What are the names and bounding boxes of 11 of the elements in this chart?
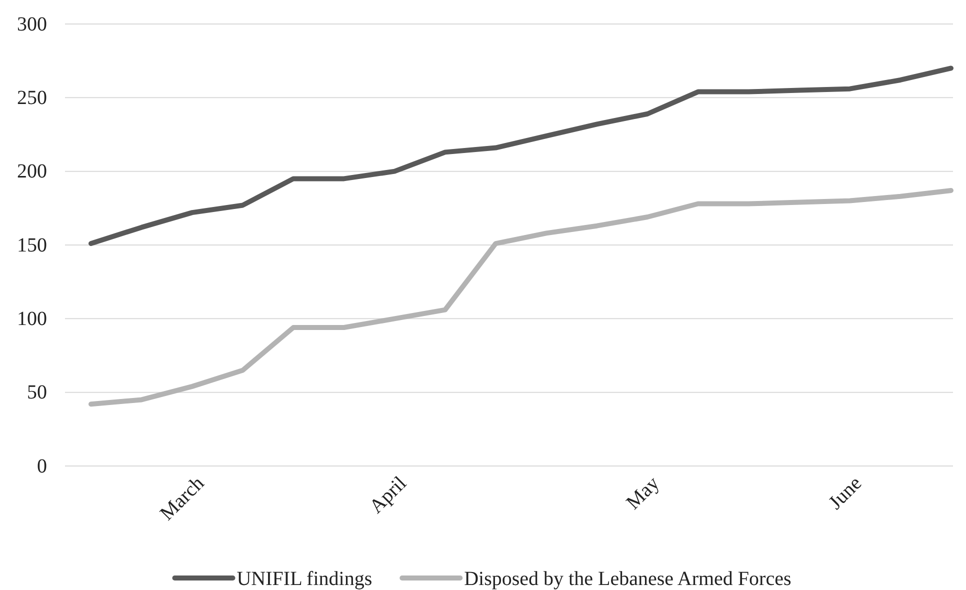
x-tick-label: June: [824, 472, 866, 514]
y-tick-label: 0: [37, 455, 47, 478]
y-tick-label: 200: [17, 160, 47, 183]
legend-label: UNIFIL findings: [236, 568, 372, 590]
legend-label: Disposed by the Lebanese Armed Forces: [464, 568, 792, 590]
y-tick-label: 150: [17, 234, 47, 256]
y-tick-label: 50: [27, 382, 47, 404]
y-tick-label: 250: [17, 87, 47, 110]
x-tick-label: May: [622, 472, 664, 514]
y-tick-label: 300: [17, 13, 47, 36]
y-tick-label: 100: [17, 308, 47, 330]
